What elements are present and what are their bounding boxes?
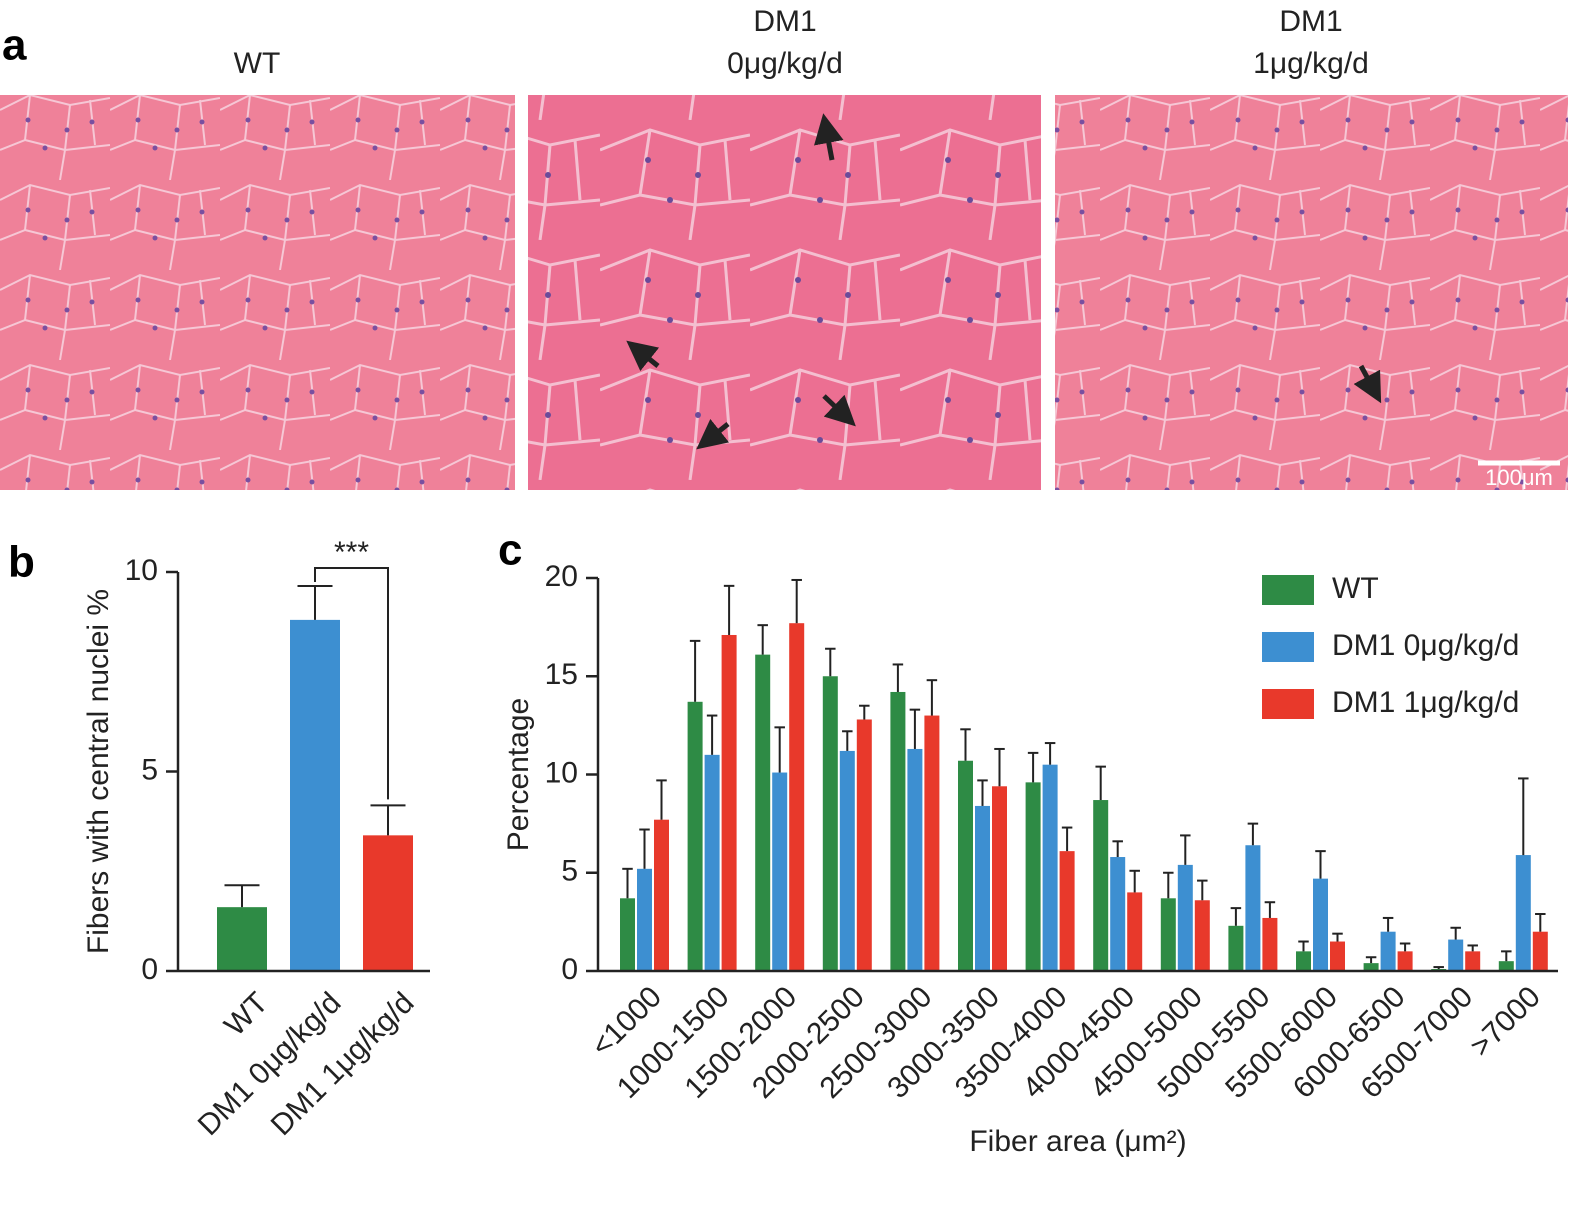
bar xyxy=(907,748,923,971)
bar xyxy=(1228,925,1244,971)
bar xyxy=(789,623,805,971)
bar xyxy=(1313,878,1328,971)
bar xyxy=(1093,800,1109,971)
bar xyxy=(975,805,990,971)
bar xyxy=(822,676,838,971)
legend-label: WT xyxy=(1332,572,1379,605)
image-title: DM1 xyxy=(1279,5,1342,38)
legend-swatch xyxy=(1262,575,1314,605)
image-title: 1μg/kg/d xyxy=(1253,47,1369,80)
histology-image xyxy=(528,95,1041,490)
bar xyxy=(1160,898,1176,971)
bar xyxy=(1110,857,1126,971)
bar xyxy=(1465,951,1481,971)
legend-label: DM1 0μg/kg/d xyxy=(1332,629,1519,662)
legend-swatch xyxy=(1262,632,1314,662)
y-tick-label: 10 xyxy=(125,554,158,587)
arrow xyxy=(822,394,856,427)
histology-image xyxy=(1055,95,1568,490)
bar xyxy=(1059,851,1075,971)
scale-bar-label: 100μm xyxy=(1485,465,1553,490)
bar xyxy=(721,634,737,971)
panel-label: a xyxy=(2,21,27,70)
arrow xyxy=(626,340,660,372)
bar xyxy=(1380,931,1396,971)
panel-label: b xyxy=(8,538,35,587)
panel-label: c xyxy=(498,526,522,575)
y-tick-label: 5 xyxy=(561,855,578,888)
bar xyxy=(958,760,973,971)
legend-swatch xyxy=(1262,689,1314,719)
bar xyxy=(1532,931,1548,971)
y-axis-label: Percentage xyxy=(502,698,535,851)
bar xyxy=(1025,782,1041,971)
bar xyxy=(1177,864,1193,971)
bar xyxy=(217,907,267,971)
bar xyxy=(1397,951,1413,971)
x-tick-label: WT xyxy=(218,986,274,1042)
y-tick-label: 10 xyxy=(545,756,578,789)
bar xyxy=(924,715,940,971)
bar xyxy=(654,819,669,971)
arrows xyxy=(626,113,1382,450)
y-tick-label: 20 xyxy=(545,560,578,593)
y-tick-label: 15 xyxy=(545,658,578,691)
bar xyxy=(1498,961,1514,971)
bar xyxy=(637,868,652,971)
bar xyxy=(1515,855,1531,971)
bar xyxy=(839,750,855,971)
bar xyxy=(290,619,340,971)
image-title: WT xyxy=(234,47,281,80)
bar xyxy=(1363,963,1379,971)
bar xyxy=(620,898,635,971)
bar xyxy=(890,691,906,971)
bar xyxy=(1330,941,1345,971)
bar xyxy=(1245,845,1261,971)
arrow xyxy=(814,113,844,161)
y-tick-label: 0 xyxy=(561,953,578,986)
arrow xyxy=(696,418,730,450)
legend-label: DM1 1μg/kg/d xyxy=(1332,686,1519,719)
image-title: 0μg/kg/d xyxy=(727,47,843,80)
bar xyxy=(704,754,720,971)
bar xyxy=(1042,764,1058,971)
bar xyxy=(856,719,872,971)
y-axis-label: Fibers with central nuclei % xyxy=(82,589,115,954)
bar xyxy=(992,786,1007,971)
significance-label: *** xyxy=(334,536,369,569)
bar xyxy=(363,835,413,971)
arrow xyxy=(1353,364,1382,404)
bar xyxy=(755,654,771,971)
significance-bracket xyxy=(314,566,389,800)
bar xyxy=(1127,892,1143,971)
y-tick-label: 0 xyxy=(141,953,158,986)
y-tick-label: 5 xyxy=(141,753,158,786)
image-title: DM1 xyxy=(753,5,816,38)
bar xyxy=(687,701,703,971)
bar xyxy=(1194,900,1210,971)
bar xyxy=(1262,917,1278,971)
histology-image xyxy=(0,95,515,490)
bar xyxy=(772,772,788,971)
bar xyxy=(1296,951,1311,971)
bar xyxy=(1448,939,1464,971)
x-axis-label: Fiber area (μm²) xyxy=(969,1125,1186,1158)
x-tick-label: >7000 xyxy=(1464,980,1547,1063)
